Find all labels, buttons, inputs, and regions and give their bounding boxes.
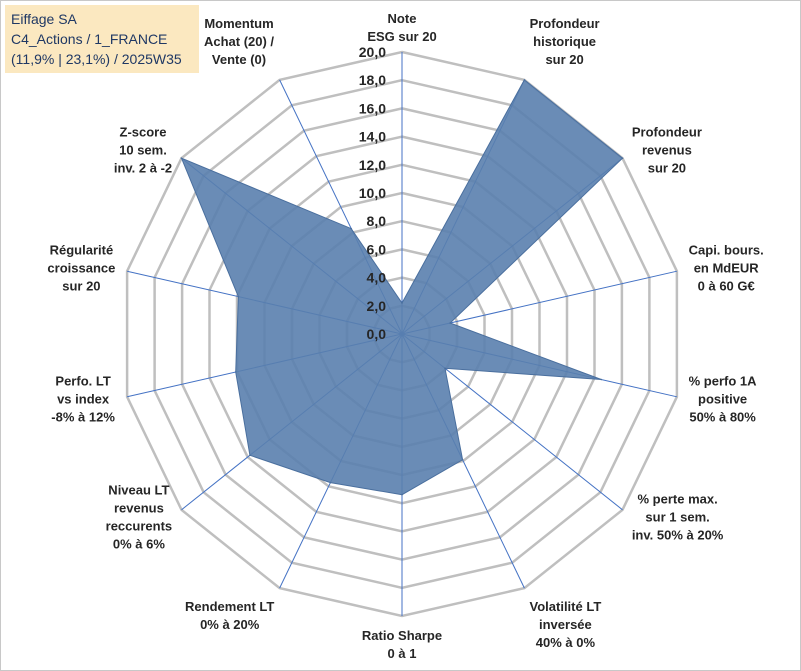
data-point — [234, 371, 237, 373]
axis-label: Volatilité LT inversée 40% à 0% — [530, 599, 602, 650]
axis-label-line: historique — [533, 34, 596, 49]
axis-label-line: Rendement LT — [185, 599, 274, 614]
data-point — [621, 157, 624, 159]
axis-label-line: Ratio Sharpe — [362, 628, 442, 643]
axis-label-line: Perfo. LT — [55, 373, 110, 388]
axis-label-line: en MdEUR — [694, 261, 760, 276]
axis-label: Perfo. LT vs index -8% à 12% — [51, 373, 115, 424]
company-name: Eiffage SA — [11, 11, 77, 27]
axis-label-line: revenus — [642, 143, 692, 158]
axis-label-line: Note — [388, 11, 417, 26]
data-point — [401, 302, 403, 304]
axis-label: Niveau LT revenus reccurents 0% à 6% — [106, 482, 172, 551]
axis-label-line: 40% à 0% — [536, 635, 596, 650]
axis-label-line: Profondeur — [632, 125, 702, 140]
tick-label: 14,0 — [359, 129, 386, 145]
tick-label: 10,0 — [359, 185, 386, 201]
axis-label-line: Z-score — [120, 125, 167, 140]
axis-label: Z-score 10 sem. inv. 2 à -2 — [114, 125, 172, 176]
tick-label: 16,0 — [359, 100, 386, 116]
radar-series — [180, 79, 624, 496]
axis-label-line: sur 20 — [62, 279, 100, 294]
axis-label-line: % perfo 1A — [689, 373, 758, 388]
axis-label-line: inv. 50% à 20% — [632, 527, 724, 542]
tick-label: 18,0 — [359, 72, 386, 88]
tick-label: 2,0 — [367, 298, 387, 314]
data-point — [461, 459, 464, 461]
data-point — [600, 378, 603, 381]
data-point — [237, 295, 240, 298]
axis-label-line: Achat (20) / — [204, 34, 274, 49]
score-period: (11,9% | 23,1%) / 2025W35 — [11, 51, 182, 67]
axis-label: Profondeur historique sur 20 — [530, 16, 600, 67]
axis-label-line: vs index — [57, 391, 110, 406]
axis-label-line: Volatilité LT — [530, 599, 602, 614]
axis-label-line: croissance — [47, 261, 115, 276]
axis-label-line: Régularité — [50, 243, 114, 258]
axis-label: Profondeur revenus sur 20 — [632, 125, 702, 176]
axis-label-line: inversée — [539, 617, 592, 632]
axis-label-line: sur 20 — [545, 52, 583, 67]
axis-label-line: 0% à 20% — [200, 617, 260, 632]
axis-labels: Note ESG sur 20 Profondeur historique sur 20… — [47, 11, 763, 661]
axis-label-line: 0 à 60 G€ — [698, 279, 755, 294]
axis-label: Capi. bours. en MdEUR 0 à 60 G€ — [689, 243, 764, 294]
tick-label: 12,0 — [359, 157, 386, 173]
axis-label-line: Niveau LT — [108, 482, 169, 497]
axis-label: % perte max. sur 1 sem. inv. 50% à 20% — [632, 491, 724, 542]
data-point — [444, 367, 446, 370]
axis-label: Note ESG sur 20 — [367, 11, 436, 44]
axis-label-line: sur 20 — [648, 161, 686, 176]
tick-label: 6,0 — [367, 241, 387, 257]
data-point — [180, 157, 183, 159]
axis-label: Ratio Sharpe 0 à 1 — [362, 628, 442, 661]
axis-label-line: 0% à 6% — [113, 536, 165, 551]
axis-label-line: ESG sur 20 — [367, 29, 436, 44]
data-point — [249, 454, 251, 457]
radial-tick-labels: 0,0 2,0 4,0 6,0 8,0 10,0 12,0 14,0 16,0 18,0 20,0 — [359, 44, 386, 342]
axis-label-line: 0 à 1 — [388, 646, 417, 661]
data-point — [329, 481, 332, 484]
axis-label-line: positive — [698, 391, 747, 406]
axis-label-line: Momentum — [204, 16, 273, 31]
axis-label-line: Capi. bours. — [689, 243, 764, 258]
axis-label-line: 50% à 80% — [689, 409, 756, 424]
axis-label-line: reccurents — [106, 518, 172, 533]
tick-label: 20,0 — [359, 44, 386, 60]
axis-label-line: -8% à 12% — [51, 409, 115, 424]
axis-label-line: Vente (0) — [212, 52, 266, 67]
axis-label-line: 10 sem. — [119, 143, 167, 158]
tick-label: 4,0 — [367, 270, 387, 286]
data-point — [449, 322, 451, 324]
axis-label-line: inv. 2 à -2 — [114, 161, 172, 176]
axis-label: Momentum Achat (20) / Vente (0) — [204, 16, 274, 67]
axis-label: Rendement LT 0% à 20% — [185, 599, 274, 632]
title-box: Eiffage SA C4_Actions / 1_FRANCE (11,9% … — [5, 5, 199, 73]
axis-label-line: % perte max. — [637, 491, 717, 506]
axis-label: % perfo 1A positive 50% à 80% — [689, 373, 758, 424]
tick-label: 8,0 — [367, 213, 387, 229]
data-point — [350, 227, 353, 230]
axis-label-line: revenus — [114, 500, 164, 515]
axis-label-line: Profondeur — [530, 16, 600, 31]
data-point — [401, 493, 403, 496]
axis-label: Régularité croissance sur 20 — [47, 243, 115, 294]
tick-label: 0,0 — [367, 326, 387, 342]
portfolio-category: C4_Actions / 1_FRANCE — [11, 31, 168, 47]
data-point — [523, 79, 526, 81]
axis-label-line: sur 1 sem. — [645, 509, 709, 524]
